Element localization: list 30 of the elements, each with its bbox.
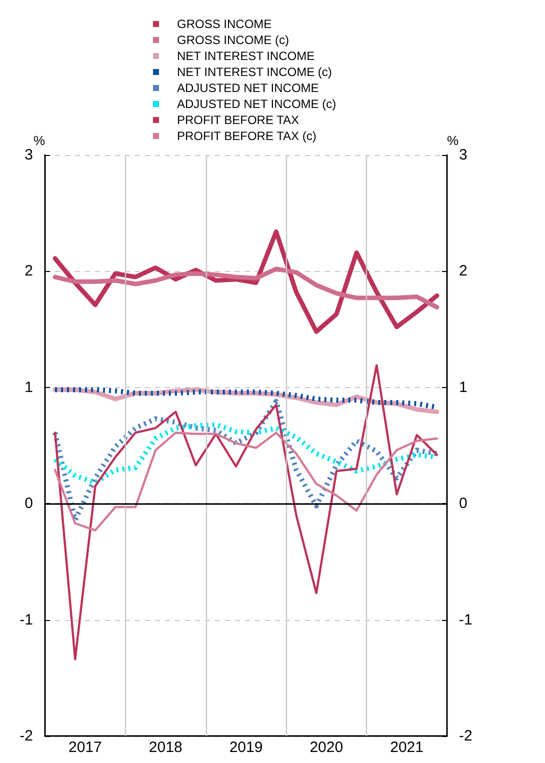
x-tick-label: 2019	[229, 739, 263, 756]
x-tick-label: 2018	[148, 739, 182, 756]
x-tick-label: 2021	[390, 739, 424, 756]
y2-tick-label: 1	[459, 378, 468, 396]
legend-label: ADJUSTED NET INCOME (c)	[177, 97, 336, 111]
line-series	[54, 364, 438, 660]
legend-label: NET INTEREST INCOME (c)	[177, 65, 332, 79]
y-tick-label: 2	[24, 262, 33, 280]
line-series	[54, 432, 438, 532]
legend-label: NET INTEREST INCOME	[177, 49, 315, 63]
y-tick-label: 0	[24, 495, 33, 512]
x-tick-label: 2017	[68, 739, 102, 756]
legend-label: PROFIT BEFORE TAX (c)	[177, 129, 316, 143]
legend-label: PROFIT BEFORE TAX	[177, 113, 300, 127]
y2-tick-label: -2	[459, 728, 472, 744]
legend-label: ADJUSTED NET INCOME	[177, 81, 319, 95]
legend-label: GROSS INCOME	[177, 17, 272, 31]
y-tick-label: 1	[24, 378, 33, 396]
y2-axis-title: %	[447, 133, 459, 148]
line-series	[52, 266, 440, 310]
y2-tick-label: 0	[459, 495, 468, 512]
y2-tick-label: 2	[459, 262, 468, 280]
y2-tick-label: 3	[459, 146, 468, 164]
x-tick-label: 2020	[310, 739, 344, 756]
y-axis-title: %	[33, 133, 46, 148]
y-tick-label: 3	[24, 146, 33, 164]
y2-tick-label: -1	[459, 611, 472, 628]
y-tick-label: -1	[20, 611, 33, 628]
y-tick-label: -2	[20, 728, 33, 744]
legend-label: GROSS INCOME (c)	[177, 33, 290, 47]
